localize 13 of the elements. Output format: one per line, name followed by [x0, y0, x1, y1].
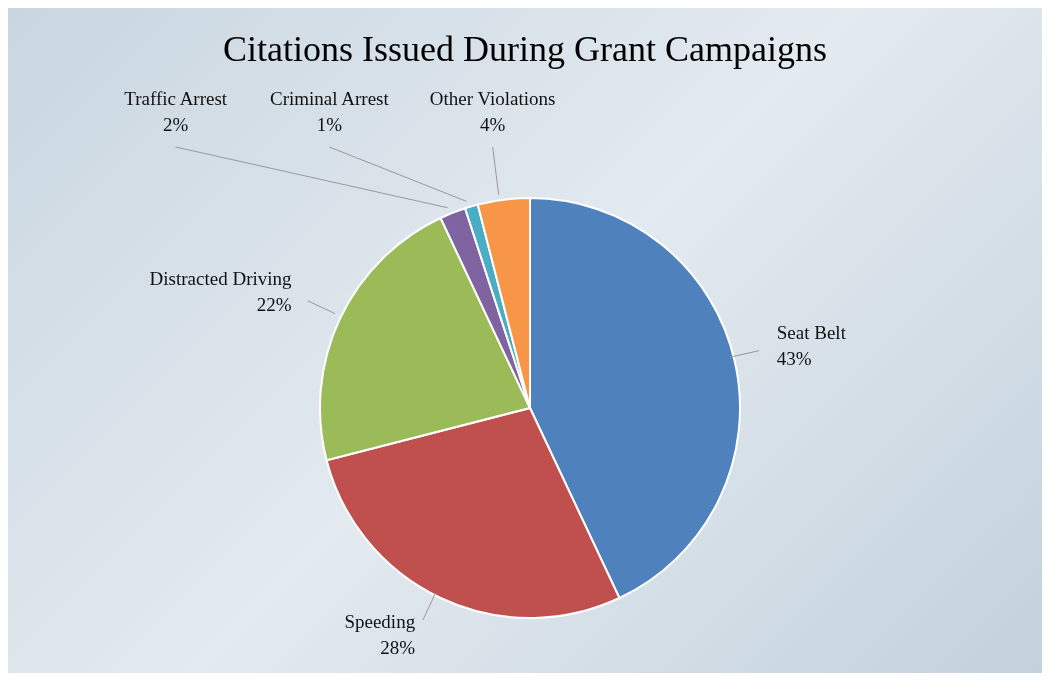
data-label: 43% — [776, 347, 812, 369]
slice-label: Criminal Arrest — [270, 88, 390, 109]
data-label: 28% — [380, 637, 416, 659]
slice-label: Speeding — [344, 611, 416, 633]
data-label: 22% — [256, 294, 292, 316]
data-label: 4% — [480, 114, 506, 135]
slice-label: Traffic Arrest — [124, 88, 228, 109]
data-label: 1% — [316, 114, 343, 135]
data-label: 2% — [163, 114, 189, 135]
slice-label: Other Violations — [429, 88, 556, 109]
chart-title: Citations Issued During Grant Campaigns — [222, 28, 828, 71]
slice-label: Distracted Driving — [149, 268, 293, 290]
slice-label: Seat Belt — [776, 321, 847, 343]
